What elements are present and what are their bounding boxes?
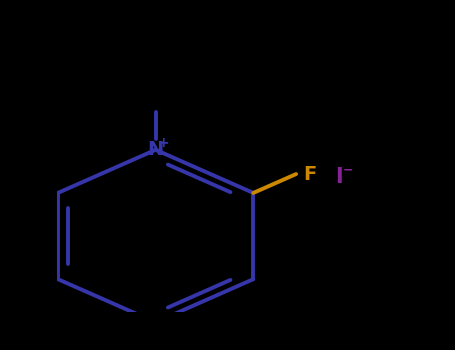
Text: +: + xyxy=(157,136,169,150)
Text: N: N xyxy=(147,140,164,159)
Text: I: I xyxy=(335,167,343,187)
Text: −: − xyxy=(343,163,353,176)
Text: F: F xyxy=(303,164,316,183)
